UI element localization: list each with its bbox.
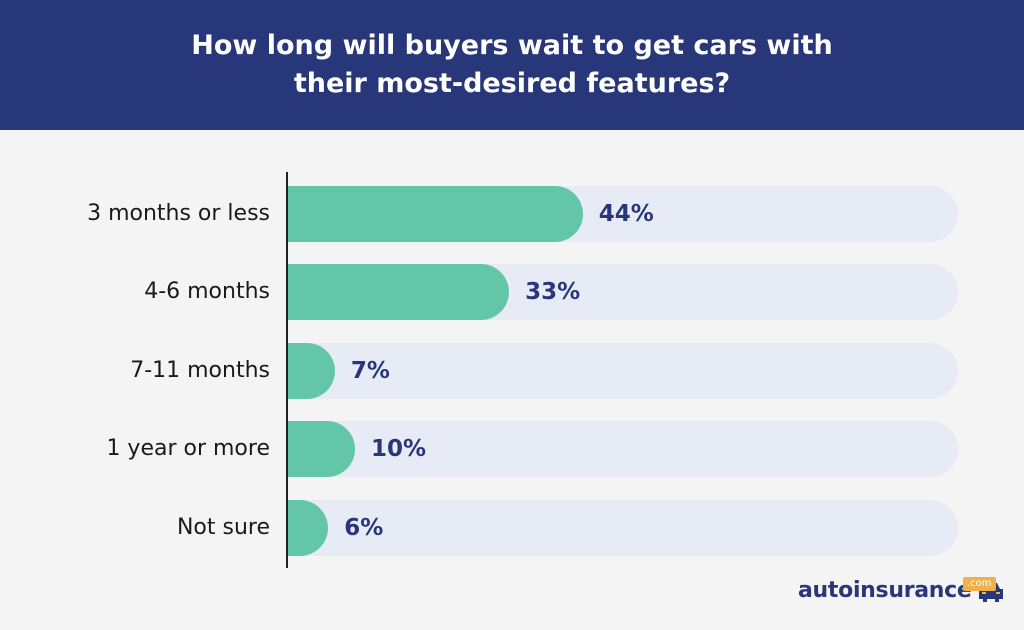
logo-text: autoinsurance xyxy=(798,578,972,603)
value-label: 33% xyxy=(525,279,581,305)
bar-track xyxy=(288,421,958,477)
bar-track xyxy=(288,343,958,399)
category-label: 3 months or less xyxy=(87,201,270,226)
value-label: 10% xyxy=(371,436,427,462)
category-label: 7-11 months xyxy=(130,358,270,383)
brand-logo: autoinsurance .com xyxy=(798,577,1006,603)
bar-row: 1 year or more 10% xyxy=(0,421,1024,477)
bar-row: 7-11 months 7% xyxy=(0,343,1024,399)
y-axis-line xyxy=(286,172,288,568)
chart-header: How long will buyers wait to get cars wi… xyxy=(0,0,1024,130)
value-label: 6% xyxy=(344,515,384,541)
bar-row: 3 months or less 44% xyxy=(0,186,1024,242)
bar-track xyxy=(288,500,958,556)
bar xyxy=(288,421,355,477)
category-label: 4-6 months xyxy=(144,279,270,304)
value-label: 44% xyxy=(598,201,654,227)
bar xyxy=(288,186,583,242)
bar xyxy=(288,343,335,399)
category-label: 1 year or more xyxy=(106,436,270,461)
category-label: Not sure xyxy=(176,515,270,540)
logo-badge: .com xyxy=(963,577,996,591)
chart-title: How long will buyers wait to get cars wi… xyxy=(191,30,833,99)
value-label: 7% xyxy=(350,358,390,384)
bar-row: Not sure 6% xyxy=(0,500,1024,556)
bar xyxy=(288,264,510,320)
bar-row: 4-6 months 33% xyxy=(0,264,1024,320)
